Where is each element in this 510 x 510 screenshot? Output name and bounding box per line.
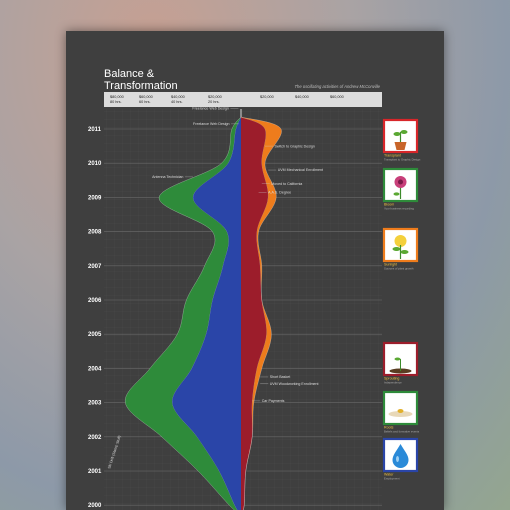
x-tick-right: $60,000 bbox=[330, 95, 344, 99]
poster: 2011 2010 2009 2008 2007 2006 2005 2004 2003 2002… bbox=[66, 31, 444, 510]
x-tick-right: $40,000 bbox=[295, 95, 309, 99]
axis-header-bar bbox=[104, 92, 382, 107]
legend-frame bbox=[382, 390, 419, 426]
legend-desc: Sources of plant growth bbox=[384, 267, 414, 271]
chart-title-line-2: Transformation bbox=[104, 80, 178, 92]
x-tick-left-sub: 60 hrs. bbox=[139, 100, 151, 104]
chart-subtitle: The oscillating activities of Andrew McC… bbox=[295, 84, 381, 89]
year-label: 2010 bbox=[88, 161, 102, 167]
chart-title-line-1: Balance & bbox=[104, 68, 155, 80]
legend-name: Roots bbox=[384, 426, 394, 430]
year-label: 2005 bbox=[88, 332, 102, 338]
legend-desc: Your business recording bbox=[384, 207, 414, 211]
x-tick-left: $40,000 bbox=[171, 95, 185, 99]
year-label: 2001 bbox=[88, 469, 102, 475]
legend-name: Water bbox=[384, 473, 394, 477]
annotation-label: Antenna Technician bbox=[152, 175, 183, 179]
year-label: 2011 bbox=[88, 127, 102, 133]
stream-chart: 2011 2010 2009 2008 2007 2006 2005 2004 2003 2002… bbox=[88, 68, 421, 510]
stream-series-2 bbox=[241, 117, 269, 510]
annotation-label: Car Payments bbox=[262, 399, 285, 403]
legend-name: Transplant bbox=[384, 154, 401, 158]
sun-sprout-icon bbox=[392, 235, 409, 259]
year-label: 2009 bbox=[88, 195, 102, 201]
annotation-label: Moved to California bbox=[271, 182, 302, 186]
legend-desc: Independence bbox=[384, 381, 402, 385]
legend-name: Sprouting bbox=[384, 377, 399, 381]
x-tick-left: $60,000 bbox=[139, 95, 153, 99]
year-label: 2002 bbox=[88, 435, 102, 441]
x-tick-left-sub: 40 hrs. bbox=[171, 100, 183, 104]
legend-name: Bloom bbox=[384, 203, 394, 207]
stream-outline-1 bbox=[125, 116, 242, 510]
legend-desc: Employment bbox=[384, 477, 400, 481]
year-label: 2000 bbox=[88, 503, 102, 509]
stream-series-0 bbox=[172, 117, 241, 510]
year-label: 2006 bbox=[88, 298, 102, 304]
annotation-label: UVM Woodworking Enrollment bbox=[270, 382, 319, 386]
flower-icon bbox=[393, 176, 407, 199]
water-drop-icon bbox=[392, 444, 409, 468]
annotation-label: Switch to Graphic Design bbox=[275, 144, 315, 148]
potted-sprout-icon bbox=[393, 130, 408, 150]
year-label: 2004 bbox=[88, 366, 102, 372]
x-tick-left-sub: 80 hrs. bbox=[110, 100, 122, 104]
year-label: 2003 bbox=[88, 401, 102, 407]
legend-desc: Transplant to Graphic Design bbox=[384, 158, 421, 162]
annotation-label: Freelance Web Design bbox=[193, 122, 230, 126]
sprout-icon bbox=[389, 357, 412, 374]
stream-outline-3 bbox=[240, 116, 282, 510]
year-label: 2007 bbox=[88, 264, 102, 270]
annotation-label: Short Basket bbox=[270, 375, 291, 379]
x-tick-left-sub: 20 hrs. bbox=[208, 100, 220, 104]
annotation-label: UVM Mechanical Enrollment bbox=[278, 168, 323, 172]
x-tick-left: $80,000 bbox=[110, 95, 124, 99]
year-label: 2008 bbox=[88, 230, 102, 236]
annotation-label: A.A.S. Degree bbox=[268, 190, 291, 194]
x-tick-right: $20,000 bbox=[260, 95, 274, 99]
legend-desc: Beliefs and formative events bbox=[384, 430, 420, 434]
x-tick-left: $20,000 bbox=[208, 95, 222, 99]
legend-name: Sunlight bbox=[384, 263, 397, 267]
seed-icon bbox=[388, 409, 413, 417]
annotation-label: Freelance Web Design bbox=[192, 107, 229, 111]
